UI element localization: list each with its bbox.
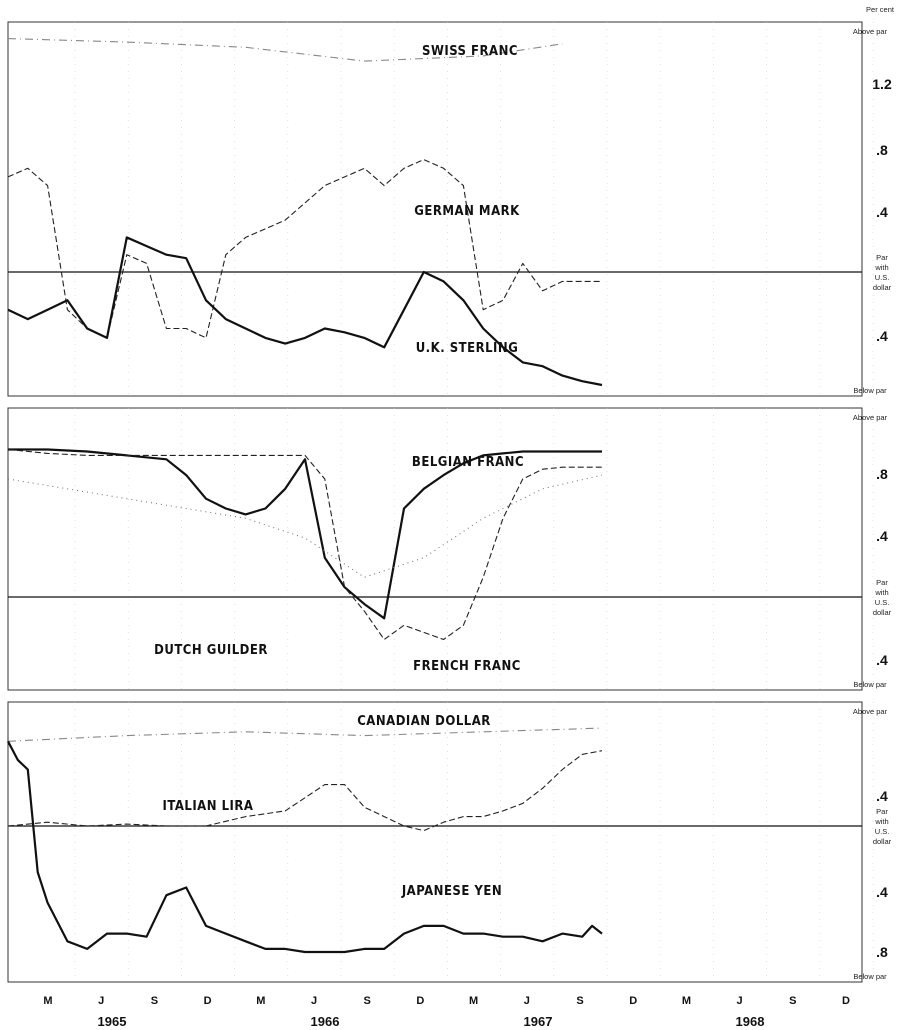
x-tick-year: 1967 bbox=[524, 1014, 553, 1029]
panel-frame bbox=[7, 701, 863, 983]
x-tick-month: M bbox=[43, 995, 52, 1007]
y-tick-label: .4 bbox=[876, 528, 888, 544]
below-par-label: Below par bbox=[853, 972, 887, 981]
par-with-dollar-label: U.S. bbox=[875, 598, 890, 607]
x-tick-month: S bbox=[364, 995, 371, 1007]
series-line-italian-lira bbox=[7, 750, 603, 832]
x-tick-year: 1968 bbox=[736, 1014, 765, 1029]
x-tick-year: 1965 bbox=[98, 1014, 127, 1029]
y-tick-label: .4 bbox=[876, 328, 888, 344]
chart-panel-3 bbox=[7, 701, 874, 983]
par-with-dollar-label: dollar bbox=[873, 283, 892, 292]
series-label: ITALIAN LIRA bbox=[163, 799, 254, 814]
above-par-label: Above par bbox=[853, 413, 888, 422]
y-tick-label: .4 bbox=[876, 884, 888, 900]
below-par-label: Below par bbox=[853, 680, 887, 689]
x-tick-month: D bbox=[629, 995, 637, 1007]
x-tick-month: M bbox=[256, 995, 265, 1007]
x-tick-month: J bbox=[524, 995, 530, 1007]
series-label: JAPANESE YEN bbox=[401, 884, 502, 899]
par-with-dollar-label: Par bbox=[876, 807, 888, 816]
par-with-dollar-label: with bbox=[874, 263, 888, 272]
par-with-dollar-label: U.S. bbox=[875, 273, 890, 282]
x-tick-month: D bbox=[416, 995, 424, 1007]
y-tick-label: .4 bbox=[876, 788, 888, 804]
series-label: BELGIAN FRANC bbox=[412, 455, 524, 470]
series-line-german-mark bbox=[7, 159, 602, 339]
x-tick-year: 1966 bbox=[311, 1014, 340, 1029]
panel-frame bbox=[7, 21, 863, 397]
par-with-dollar-label: with bbox=[874, 817, 888, 826]
y-tick-label: .8 bbox=[876, 466, 888, 482]
y-tick-label: .8 bbox=[876, 142, 888, 158]
unit-label: Per cent bbox=[866, 5, 895, 14]
y-tick-label: .8 bbox=[876, 944, 888, 960]
par-with-dollar-label: with bbox=[874, 588, 888, 597]
above-par-label: Above par bbox=[853, 707, 888, 716]
series-label: DUTCH GUILDER bbox=[154, 643, 268, 658]
par-with-dollar-label: dollar bbox=[873, 608, 892, 617]
above-par-label: Above par bbox=[853, 27, 888, 36]
par-with-dollar-label: U.S. bbox=[875, 827, 890, 836]
series-line-canadian-dollar bbox=[7, 727, 603, 742]
series-line-belgian-franc bbox=[8, 448, 602, 620]
x-tick-month: J bbox=[737, 995, 743, 1007]
x-tick-month: M bbox=[682, 995, 691, 1007]
series-label: GERMAN MARK bbox=[414, 204, 520, 219]
series-label: FRENCH FRANC bbox=[413, 659, 521, 674]
par-with-dollar-label: Par bbox=[876, 253, 888, 262]
series-line-french-franc bbox=[7, 448, 602, 641]
series-label: CANADIAN DOLLAR bbox=[357, 714, 491, 729]
x-tick-month: D bbox=[204, 995, 212, 1007]
x-tick-month: S bbox=[151, 995, 158, 1007]
chart-panel-1 bbox=[7, 21, 874, 397]
par-with-dollar-label: Par bbox=[876, 578, 888, 587]
x-tick-month: D bbox=[842, 995, 850, 1007]
series-line-japanese-yen bbox=[7, 740, 603, 954]
series-label: SWISS FRANC bbox=[422, 44, 518, 59]
y-tick-label: 1.2 bbox=[872, 76, 892, 92]
series-line-u-k-sterling bbox=[7, 236, 603, 387]
chart-panel-2 bbox=[7, 407, 874, 691]
panel-frame bbox=[7, 407, 863, 691]
series-label: U.K. STERLING bbox=[416, 341, 519, 356]
x-tick-month: S bbox=[576, 995, 583, 1007]
x-tick-month: J bbox=[98, 995, 104, 1007]
y-tick-label: .4 bbox=[876, 204, 888, 220]
x-tick-month: J bbox=[311, 995, 317, 1007]
below-par-label: Below par bbox=[853, 386, 887, 395]
series-line-dutch-guilder bbox=[7, 474, 603, 578]
x-tick-month: S bbox=[789, 995, 796, 1007]
x-tick-month: M bbox=[469, 995, 478, 1007]
par-with-dollar-label: dollar bbox=[873, 837, 892, 846]
y-tick-label: .4 bbox=[876, 652, 888, 668]
